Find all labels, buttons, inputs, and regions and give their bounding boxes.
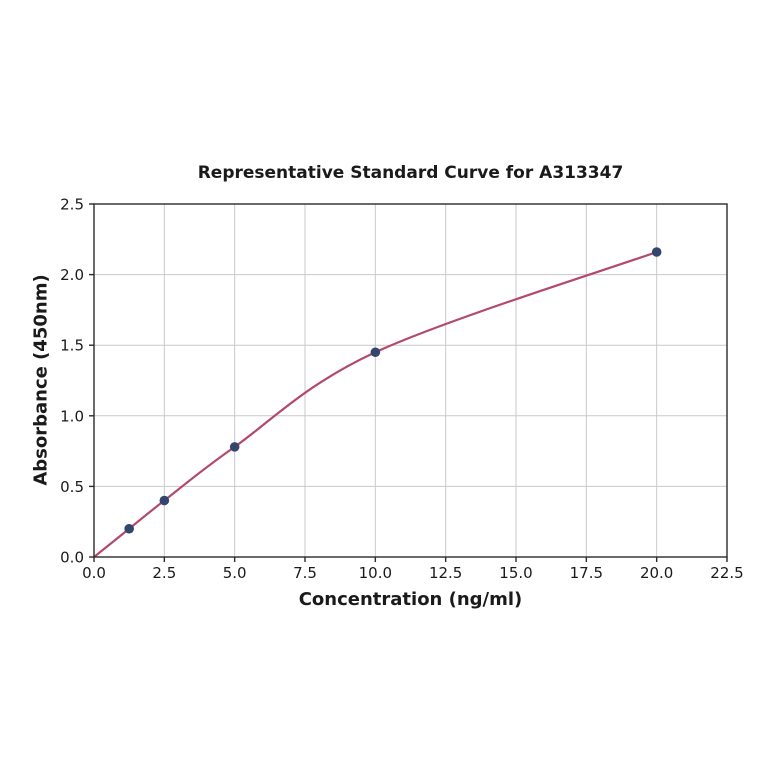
x-tick-label: 7.5 bbox=[293, 564, 317, 582]
data-point bbox=[159, 495, 170, 506]
data-point bbox=[651, 247, 662, 257]
y-tick-label: 2.0 bbox=[60, 266, 84, 284]
x-tick-label: 17.5 bbox=[570, 564, 603, 582]
x-tick-label: 12.5 bbox=[429, 564, 462, 582]
x-axis-label: Concentration (ng/ml) bbox=[298, 589, 523, 610]
data-point bbox=[229, 442, 240, 452]
x-tick-label: 0.0 bbox=[82, 564, 106, 582]
chart-title: Representative Standard Curve for A31334… bbox=[197, 163, 624, 183]
x-tick-label: 2.5 bbox=[152, 564, 176, 582]
x-tick-label: 22.5 bbox=[710, 564, 743, 582]
y-tick-label: 2.5 bbox=[60, 196, 84, 214]
y-tick-label: 0.5 bbox=[60, 478, 84, 496]
plot-border bbox=[93, 203, 728, 558]
x-tick-label: 20.0 bbox=[640, 564, 673, 582]
data-point bbox=[370, 347, 381, 358]
y-tick-label: 1.5 bbox=[60, 337, 84, 355]
y-tick-label: 0.0 bbox=[60, 549, 84, 567]
x-tick-label: 10.0 bbox=[359, 564, 392, 582]
y-axis-label: Absorbance (450nm) bbox=[30, 274, 52, 486]
x-tick-label: 15.0 bbox=[499, 564, 532, 582]
x-tick-label: 5.0 bbox=[223, 564, 247, 582]
y-tick-label: 1.0 bbox=[60, 407, 84, 425]
data-point bbox=[124, 523, 134, 534]
